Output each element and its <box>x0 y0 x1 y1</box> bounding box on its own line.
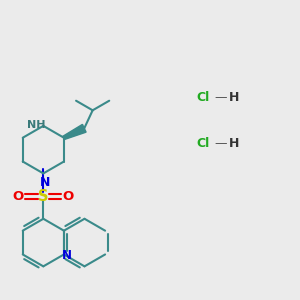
Text: O: O <box>13 190 24 203</box>
Polygon shape <box>63 124 86 140</box>
Text: Cl: Cl <box>196 91 209 104</box>
Text: NH: NH <box>27 119 45 130</box>
Text: —: — <box>214 91 227 104</box>
Text: Cl: Cl <box>196 137 209 150</box>
Text: O: O <box>63 190 74 203</box>
Text: H: H <box>229 137 239 150</box>
Text: N: N <box>61 249 72 262</box>
Text: —: — <box>214 137 227 150</box>
Text: H: H <box>229 91 239 104</box>
Text: S: S <box>38 189 49 204</box>
Text: N: N <box>40 176 50 189</box>
